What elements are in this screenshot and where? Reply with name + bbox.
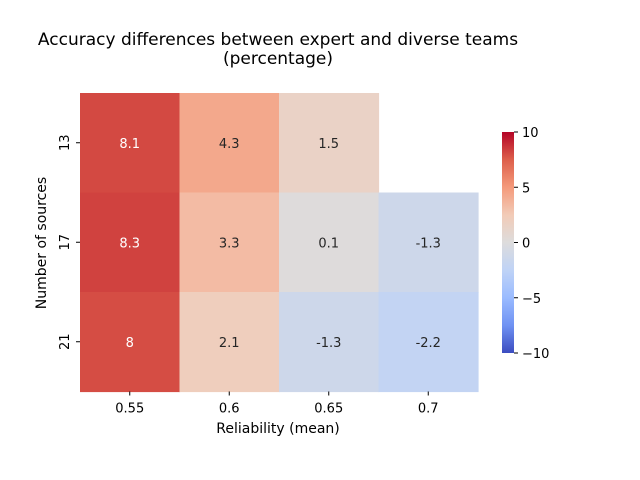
cell-value-label: 4.3 (219, 137, 240, 152)
y-tick-label: 13 (58, 134, 73, 151)
cell-value-label: 3.3 (219, 236, 240, 251)
cell-value-label: 1.5 (318, 137, 339, 152)
colorbar-tick-label: −10 (522, 347, 549, 362)
heatmap-cell (378, 192, 479, 293)
colorbar: 10 5 0 −5 −10 (502, 126, 549, 362)
heatmap-cell (279, 192, 380, 293)
cell-value-label: 0.1 (318, 236, 339, 251)
cell-value-label: -1.3 (316, 336, 341, 351)
colorbar-tick-label: 0 (522, 237, 530, 252)
heatmap-cell (179, 93, 280, 194)
heatmap-cell (279, 93, 380, 194)
colorbar-tick-label: 10 (522, 126, 539, 141)
colorbar-gradient (502, 132, 514, 353)
x-axis-ticks: 0.55 0.6 0.65 0.7 (115, 391, 439, 417)
cell-value-label: -1.3 (416, 236, 441, 251)
heatmap-cells: 8.1 4.3 1.5 8.3 3.3 0.1 -1.3 8 2.1 -1.3 -2.2 (80, 93, 479, 393)
chart-title-line-2: (percentage) (223, 49, 333, 69)
chart-title-line-1: Accuracy differences between expert and … (38, 30, 518, 50)
cell-value-label: 8.3 (119, 236, 140, 251)
y-tick-label: 17 (58, 234, 73, 251)
heatmap-cell (80, 192, 181, 293)
colorbar-tick-label: −5 (522, 292, 541, 307)
heatmap-cell (179, 192, 280, 293)
cell-value-label: 8.1 (119, 137, 140, 152)
y-axis-label: Number of sources (34, 177, 50, 309)
heatmap-cell (279, 292, 380, 393)
y-axis-ticks: 13 17 21 (58, 134, 80, 350)
heatmap-cell (378, 292, 479, 393)
cell-value-label: -2.2 (416, 336, 441, 351)
heatmap-cell (179, 292, 280, 393)
x-tick-label: 0.6 (219, 402, 240, 417)
x-axis-label: Reliability (mean) (216, 421, 339, 437)
x-tick-label: 0.7 (418, 402, 439, 417)
cell-value-label: 8 (126, 336, 134, 351)
x-tick-label: 0.65 (314, 402, 343, 417)
colorbar-ticks: 10 5 0 −5 −10 (514, 126, 549, 362)
heatmap-cell (80, 292, 181, 393)
colorbar-tick-label: 5 (522, 181, 530, 196)
y-tick-label: 21 (58, 333, 73, 350)
x-tick-label: 0.55 (115, 402, 144, 417)
cell-value-label: 2.1 (219, 336, 240, 351)
heatmap-cell (80, 93, 181, 194)
